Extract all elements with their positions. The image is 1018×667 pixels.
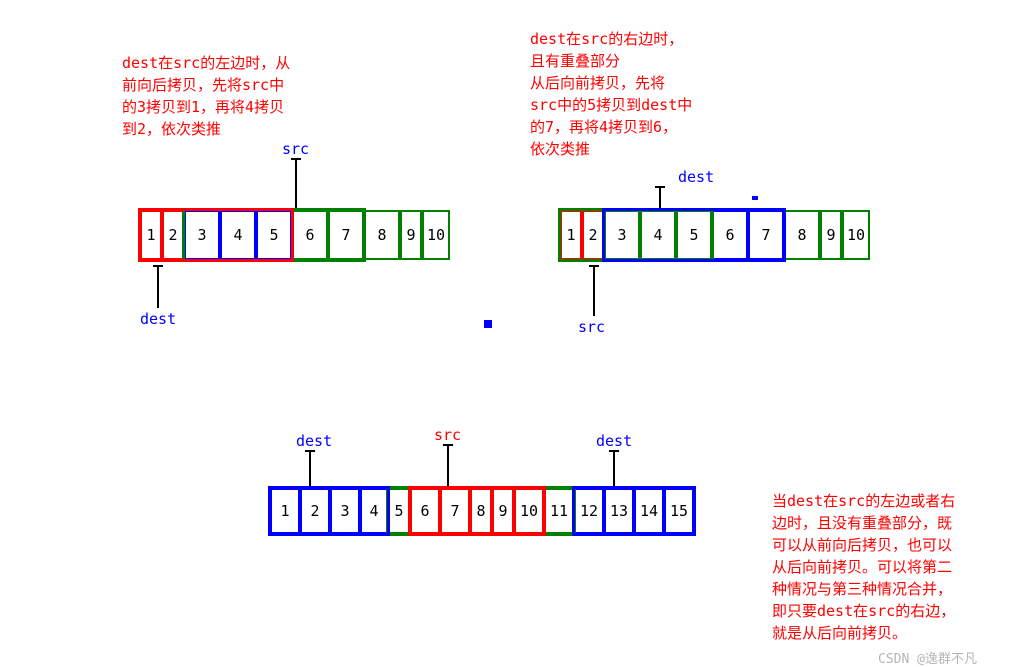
d1-cell-4: 4 <box>220 210 256 260</box>
d3-cell-11: 11 <box>544 488 574 534</box>
d3-right-dest-label: dest <box>596 432 632 450</box>
d2-cell-10: 10 <box>842 210 870 260</box>
d1-cell-3: 3 <box>184 210 220 260</box>
d2-src-label: src <box>578 318 605 336</box>
stray-marker <box>484 320 492 328</box>
pointer-tick <box>291 158 301 160</box>
pointer-line <box>613 450 615 488</box>
pointer-line <box>447 444 449 488</box>
d3-description: 当dest在src的左边或者右 边时，且没有重叠部分，既 可以从前向后拷贝，也可… <box>772 490 955 644</box>
d3-array: 123456789101112131415 <box>270 488 694 534</box>
d1-cell-1: 1 <box>140 210 162 260</box>
d1-dest-label: dest <box>140 310 176 328</box>
d2-cell-7: 7 <box>748 210 784 260</box>
d2-cell-9: 9 <box>820 210 842 260</box>
d1-src-label: src <box>282 140 309 158</box>
d3-cell-5: 5 <box>388 488 410 534</box>
d1-cell-6: 6 <box>292 210 328 260</box>
d3-cell-4: 4 <box>360 488 388 534</box>
d2-cell-8: 8 <box>784 210 820 260</box>
d1-cell-9: 9 <box>400 210 422 260</box>
d2-cell-1: 1 <box>560 210 582 260</box>
d1-array: 12345678910 <box>140 210 450 260</box>
pointer-tick <box>609 450 619 452</box>
d3-cell-8: 8 <box>470 488 492 534</box>
d1-cell-2: 2 <box>162 210 184 260</box>
pointer-line <box>659 186 661 210</box>
d2-description: dest在src的右边时， 且有重叠部分 从后向前拷贝，先将 src中的5拷贝到… <box>530 28 692 160</box>
pointer-line <box>309 450 311 488</box>
pointer-tick <box>153 265 163 267</box>
d1-cell-10: 10 <box>422 210 450 260</box>
d2-array: 12345678910 <box>560 210 870 260</box>
pointer-tick <box>305 450 315 452</box>
d3-cell-15: 15 <box>664 488 694 534</box>
d3-cell-14: 14 <box>634 488 664 534</box>
pointer-line <box>593 265 595 316</box>
d1-cell-5: 5 <box>256 210 292 260</box>
pointer-tick <box>655 186 665 188</box>
d3-cell-7: 7 <box>440 488 470 534</box>
d2-dest-label: dest <box>678 168 714 186</box>
d1-cell-7: 7 <box>328 210 364 260</box>
d2-cell-6: 6 <box>712 210 748 260</box>
d2-dot <box>752 196 758 200</box>
d1-description: dest在src的左边时，从 前向后拷贝，先将src中 的3拷贝到1，再将4拷贝… <box>122 52 290 140</box>
d3-cell-9: 9 <box>492 488 514 534</box>
d3-cell-3: 3 <box>330 488 360 534</box>
d3-left-dest-label: dest <box>296 432 332 450</box>
d2-cell-3: 3 <box>604 210 640 260</box>
d3-cell-1: 1 <box>270 488 300 534</box>
d2-cell-4: 4 <box>640 210 676 260</box>
d2-cell-2: 2 <box>582 210 604 260</box>
pointer-tick <box>589 265 599 267</box>
d3-cell-2: 2 <box>300 488 330 534</box>
d3-cell-6: 6 <box>410 488 440 534</box>
watermark: CSDN @逸群不凡 <box>878 648 977 667</box>
d2-cell-5: 5 <box>676 210 712 260</box>
pointer-tick <box>443 444 453 446</box>
d3-cell-13: 13 <box>604 488 634 534</box>
d3-cell-10: 10 <box>514 488 544 534</box>
d3-src-label: src <box>434 426 461 444</box>
d1-cell-8: 8 <box>364 210 400 260</box>
d3-cell-12: 12 <box>574 488 604 534</box>
pointer-line <box>295 158 297 210</box>
pointer-line <box>157 265 159 308</box>
